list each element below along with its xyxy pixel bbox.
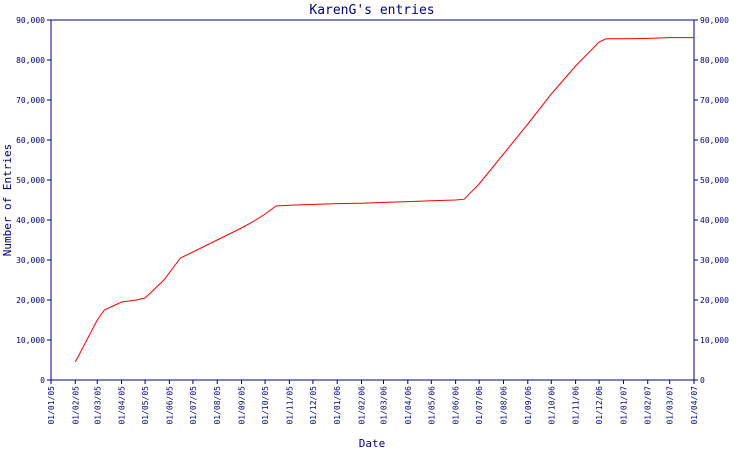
x-tick-label: 01/09/05 bbox=[238, 386, 247, 425]
y-tick-label-left: 60,000 bbox=[16, 136, 45, 145]
x-axis-label: Date bbox=[359, 437, 386, 450]
y-tick-label-right: 20,000 bbox=[700, 296, 729, 305]
y-tick-label-left: 80,000 bbox=[16, 56, 45, 65]
x-tick-label: 01/11/06 bbox=[572, 386, 581, 425]
y-tick-label-right: 0 bbox=[700, 376, 705, 385]
y-axis-left: 0 10,000 20,000 30,000 40,000 50,000 60,000 70,… bbox=[16, 16, 51, 385]
y-tick-label-left: 20,000 bbox=[16, 296, 45, 305]
x-tick-label: 01/08/05 bbox=[213, 386, 222, 425]
x-tick-label: 01/05/06 bbox=[427, 386, 436, 425]
x-tick-label: 01/03/05 bbox=[93, 386, 102, 425]
x-tick-label: 01/03/06 bbox=[379, 386, 388, 425]
y-tick-label-right: 70,000 bbox=[700, 96, 729, 105]
y-tick-label-left: 50,000 bbox=[16, 176, 45, 185]
y-axis-label: Number of Entries bbox=[1, 144, 14, 257]
y-tick-label-right: 10,000 bbox=[700, 336, 729, 345]
x-tick-label: 01/09/06 bbox=[524, 386, 533, 425]
plot-frame bbox=[50, 19, 695, 381]
y-tick-label-right: 60,000 bbox=[700, 136, 729, 145]
y-tick-label-left: 70,000 bbox=[16, 96, 45, 105]
x-tick-label: 01/04/07 bbox=[690, 386, 699, 425]
x-tick-label: 01/11/05 bbox=[285, 386, 294, 425]
x-tick-label: 01/04/05 bbox=[118, 386, 127, 425]
y-tick-label-right: 40,000 bbox=[700, 216, 729, 225]
x-tick-label: 01/10/06 bbox=[547, 386, 556, 425]
x-tick-label: 01/01/07 bbox=[619, 386, 628, 425]
y-tick-label-right: 80,000 bbox=[700, 56, 729, 65]
x-tick-label: 01/07/06 bbox=[475, 386, 484, 425]
y-tick-label-left: 40,000 bbox=[16, 216, 45, 225]
y-tick-label-right: 50,000 bbox=[700, 176, 729, 185]
chart-title: KarenG's entries bbox=[309, 3, 434, 18]
x-tick-label: 01/01/06 bbox=[333, 386, 342, 425]
x-tick-label: 01/01/05 bbox=[47, 386, 56, 425]
x-tick-label: 01/06/06 bbox=[452, 386, 461, 425]
series-line bbox=[74, 37, 694, 363]
x-tick-label: 01/04/06 bbox=[404, 386, 413, 425]
y-tick-label-left: 30,000 bbox=[16, 256, 45, 265]
x-tick-label: 01/12/05 bbox=[309, 386, 318, 425]
x-tick-label: 01/10/05 bbox=[261, 386, 270, 425]
x-tick-label: 01/02/07 bbox=[644, 386, 653, 425]
series-layer bbox=[74, 37, 694, 363]
y-tick-label-right: 30,000 bbox=[700, 256, 729, 265]
x-tick-label: 01/02/06 bbox=[358, 386, 367, 425]
y-tick-label-left: 0 bbox=[40, 376, 45, 385]
y-tick-label-right: 90,000 bbox=[700, 16, 729, 25]
y-tick-label-left: 10,000 bbox=[16, 336, 45, 345]
y-tick-label-left: 90,000 bbox=[16, 16, 45, 25]
x-tick-label: 01/12/06 bbox=[595, 386, 604, 425]
x-tick-label: 01/07/05 bbox=[189, 386, 198, 425]
x-tick-label: 01/06/05 bbox=[165, 386, 174, 425]
x-tick-label: 01/05/05 bbox=[141, 386, 150, 425]
x-tick-label: 01/03/07 bbox=[666, 386, 675, 425]
x-tick-label: 01/08/06 bbox=[499, 386, 508, 425]
y-axis-right: 0 10,000 20,000 30,000 40,000 50,000 60,000 70,… bbox=[694, 16, 729, 385]
x-tick-label: 01/02/05 bbox=[71, 386, 80, 425]
x-axis: 01/01/05 01/02/05 01/03/05 01/04/05 01/05/05… bbox=[47, 380, 699, 425]
